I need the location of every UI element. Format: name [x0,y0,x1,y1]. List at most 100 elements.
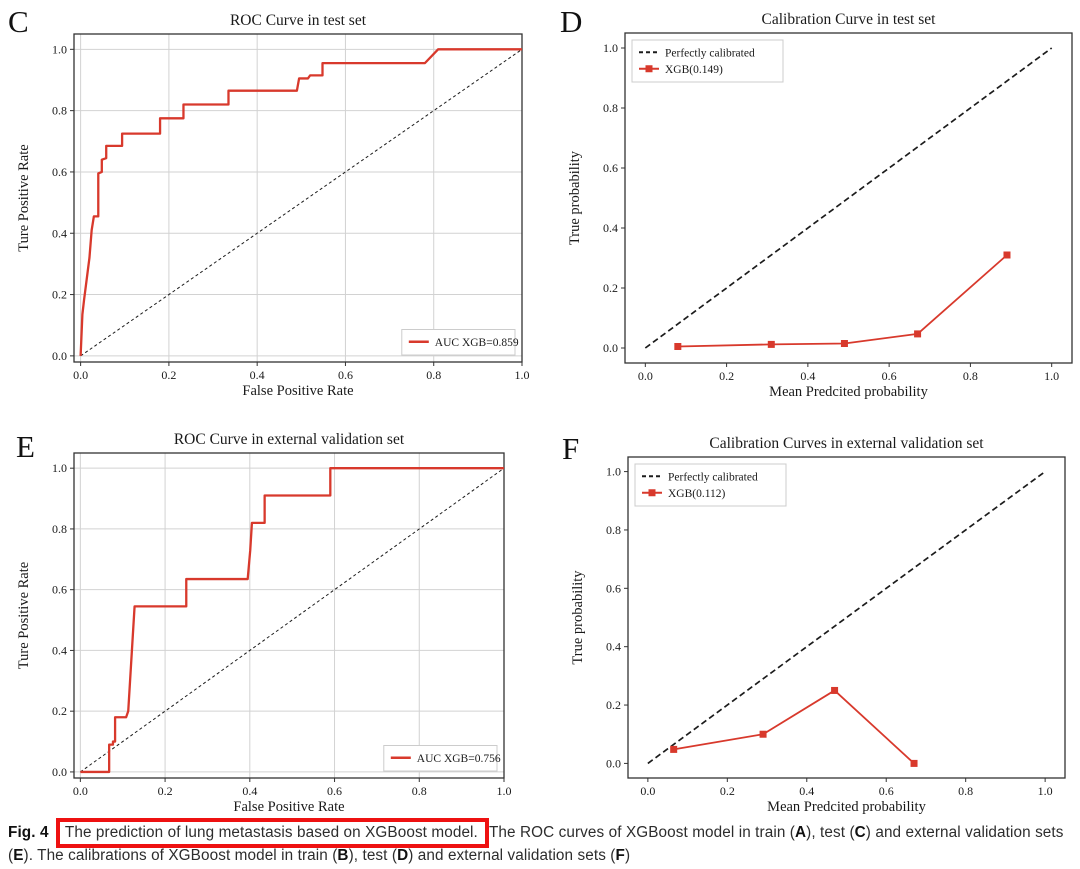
data-point-marker [914,330,922,338]
data-point-marker [767,340,775,348]
y-tick-label: 0.0 [606,756,621,770]
y-tick-label: 0.4 [606,640,621,654]
caption-segment: ) [624,847,631,865]
panel-d: D 0.0 0.2 0.4 0.6 0.8 1.0 0.0 0.2 0.4 0.6 0.8 1.0 Ca… [540,0,1080,415]
x-tick-label: 0.6 [882,369,897,383]
data-point-marker [674,343,682,350]
y-tick-label: 0.4 [52,226,67,240]
x-tick-label: 0.4 [800,369,815,383]
y-tick-label: 0.6 [603,161,618,175]
chart-roc-test-set: 0.0 0.2 0.4 0.6 0.8 1.0 0.0 0.2 0.4 0.6 0.8 1.0 ROC … [16,12,530,399]
caption-segment: ) and external validation sets ( [8,824,1064,865]
legend-label: Perfectly calibrated [668,471,758,483]
legend-label: Perfectly calibrated [665,47,755,59]
x-tick-label: 0.0 [640,784,655,798]
x-tick-label: 0.4 [242,784,257,798]
y-tick-label: 0.2 [52,704,67,718]
chance-diagonal-line [80,467,505,773]
x-tick-label: 0.2 [158,784,173,798]
caption-segment: A [794,824,807,841]
x-tick-label: 0.6 [327,784,342,798]
y-tick-label: 1.0 [603,41,618,55]
x-axis-label: Mean Predcited probability [769,384,928,400]
y-tick-label: 1.0 [606,465,621,479]
caption-segment: ). The calibrations of XGBoost model in … [23,847,338,865]
legend-label: AUC XGB=0.756 [417,753,501,765]
y-tick-label: 1.0 [52,42,67,56]
y-axis-label: Ture Positive Rate [16,144,32,251]
legend: Perfectly calibrated XGB(0.112) [634,463,787,507]
y-tick-label: 1.0 [52,461,67,475]
x-tick-label: 0.6 [338,368,353,382]
data-point-marker [1003,251,1011,259]
y-tick-label: 0.2 [603,281,618,295]
caption-segment: F [615,847,625,865]
panels-grid: C 0.0 0.2 0.4 0.6 0.8 1.0 0.0 0.2 0.4 0.6 0.8 1.0 RO… [0,0,1080,815]
x-tick-label: 0.0 [73,368,88,382]
caption-segment: B [337,847,349,865]
plot-border [627,456,1066,779]
x-tick-label: 0.2 [719,369,734,383]
panel-f: F 0.0 0.2 0.4 0.6 0.8 1.0 0.0 0.2 0.4 0.6 0.8 1.0 Ca… [540,415,1080,815]
x-axis-label: False Positive Rate [242,383,353,399]
perfectly-calibrated-line [644,47,1053,349]
plot-border [624,32,1073,364]
chart-title: Calibration Curve in test set [762,11,937,28]
caption-segment: E [13,847,24,865]
plot-border [73,33,523,363]
y-tick-label: 0.4 [603,221,618,235]
legend-label: XGB(0.112) [668,488,726,500]
legend-label: XGB(0.149) [665,64,723,76]
x-tick-label: 0.0 [73,784,88,798]
perfectly-calibrated-line [647,470,1046,765]
panel-letter-f: F [562,431,580,466]
caption-segment: D [397,847,409,865]
y-tick-label: 0.6 [52,583,67,597]
data-point-marker [910,759,918,767]
x-tick-label: 1.0 [1044,369,1059,383]
data-point-marker [840,340,848,347]
caption-segment: ) and external validation sets ( [408,847,616,865]
x-tick-label: 0.4 [250,368,265,382]
y-tick-label: 0.8 [52,522,67,536]
chart-calibration-test-set: 0.0 0.2 0.4 0.6 0.8 1.0 0.0 0.2 0.4 0.6 0.8 1.0 Cali… [567,11,1073,400]
panel-letter-c: C [8,4,29,39]
x-tick-label: 0.4 [799,784,814,798]
panel-c: C 0.0 0.2 0.4 0.6 0.8 1.0 0.0 0.2 0.4 0.6 0.8 1.0 RO… [0,0,540,415]
caption-segment: ), test ( [806,824,855,841]
chart-title: ROC Curve in external validation set [174,431,405,448]
calibration-xgb-line [677,254,1008,348]
y-tick-label: 0.4 [52,643,67,657]
y-tick-label: 0.6 [606,581,621,595]
roc-xgb-line [79,48,522,356]
legend-swatch-marker [645,65,653,73]
chance-diagonal-line [80,48,523,357]
y-tick-label: 0.0 [52,349,67,363]
chart-calibration-external-validation-set: 0.0 0.2 0.4 0.6 0.8 1.0 0.0 0.2 0.4 0.6 0.8 1.0 Cali… [570,435,1066,815]
y-tick-label: 0.8 [606,523,621,537]
x-tick-label: 0.8 [963,369,978,383]
panel-letter-e: E [16,429,35,464]
x-tick-label: 1.0 [515,368,530,382]
caption-segment: ), test ( [348,847,398,865]
x-tick-label: 0.8 [958,784,973,798]
plot-border [73,452,505,779]
data-point-marker [831,686,839,694]
x-tick-label: 0.8 [426,368,441,382]
x-tick-label: 0.6 [879,784,894,798]
y-axis-label: True probability [567,150,583,245]
x-tick-label: 0.2 [161,368,176,382]
y-axis-label: Ture Positive Rate [16,562,32,669]
chart-roc-external-validation-set: 0.0 0.2 0.4 0.6 0.8 1.0 0.0 0.2 0.4 0.6 0.8 1.0 ROC … [16,431,512,815]
x-tick-label: 0.8 [412,784,427,798]
figure-caption: Fig. 4 The prediction of lung metastasis… [0,815,1080,868]
y-tick-label: 0.0 [603,341,618,355]
roc-xgb-line [80,467,504,774]
calibration-xgb-line [673,689,915,765]
panel-e: E 0.0 0.2 0.4 0.6 0.8 1.0 0.0 0.2 0.4 0.6 0.8 1.0 RO… [0,415,540,815]
chart-title: ROC Curve in test set [230,12,367,29]
legend-box [634,463,787,507]
y-axis-label: True probability [570,570,586,665]
x-tick-label: 1.0 [497,784,512,798]
legend: AUC XGB=0.756 [383,745,501,772]
